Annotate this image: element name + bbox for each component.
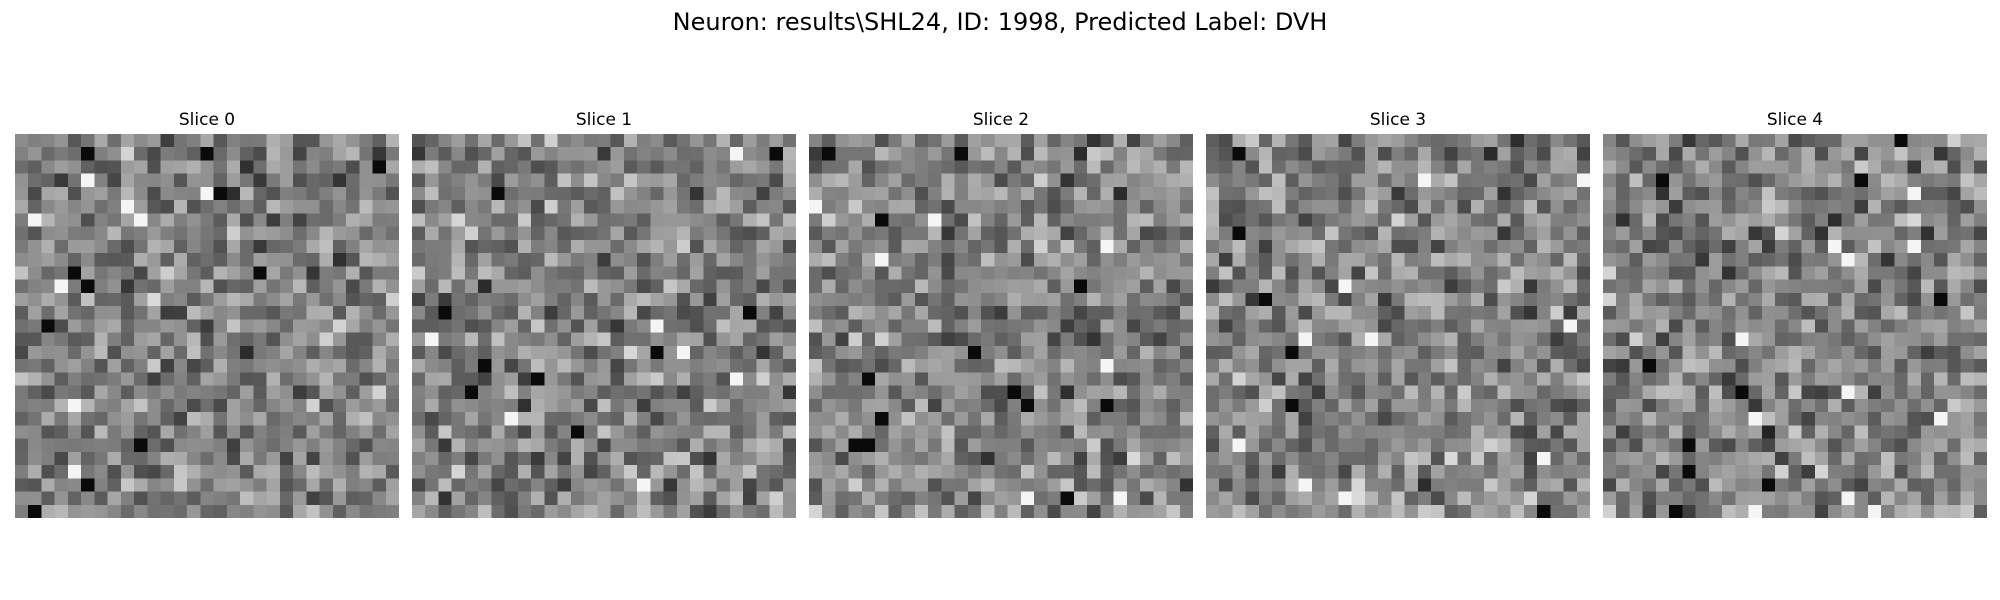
slice-title: Slice 4	[1766, 110, 1824, 130]
slice-title: Slice 2	[972, 110, 1030, 130]
slice-panel: Slice 1	[412, 108, 796, 518]
slice-panel: Slice 3	[1206, 108, 1590, 518]
slice-image	[1603, 134, 1987, 518]
slice-image	[412, 134, 796, 518]
slice-title: Slice 0	[178, 110, 236, 130]
slice-panel: Slice 2	[809, 108, 1193, 518]
slice-panel: Slice 0	[15, 108, 399, 518]
slice-title: Slice 1	[575, 110, 633, 130]
slice-title: Slice 3	[1369, 110, 1427, 130]
slice-panel: Slice 4	[1603, 108, 1987, 518]
slice-image	[809, 134, 1193, 518]
slice-image	[15, 134, 399, 518]
figure-title: Neuron: results\SHL24, ID: 1998, Predict…	[672, 8, 1328, 36]
slice-image	[1206, 134, 1590, 518]
